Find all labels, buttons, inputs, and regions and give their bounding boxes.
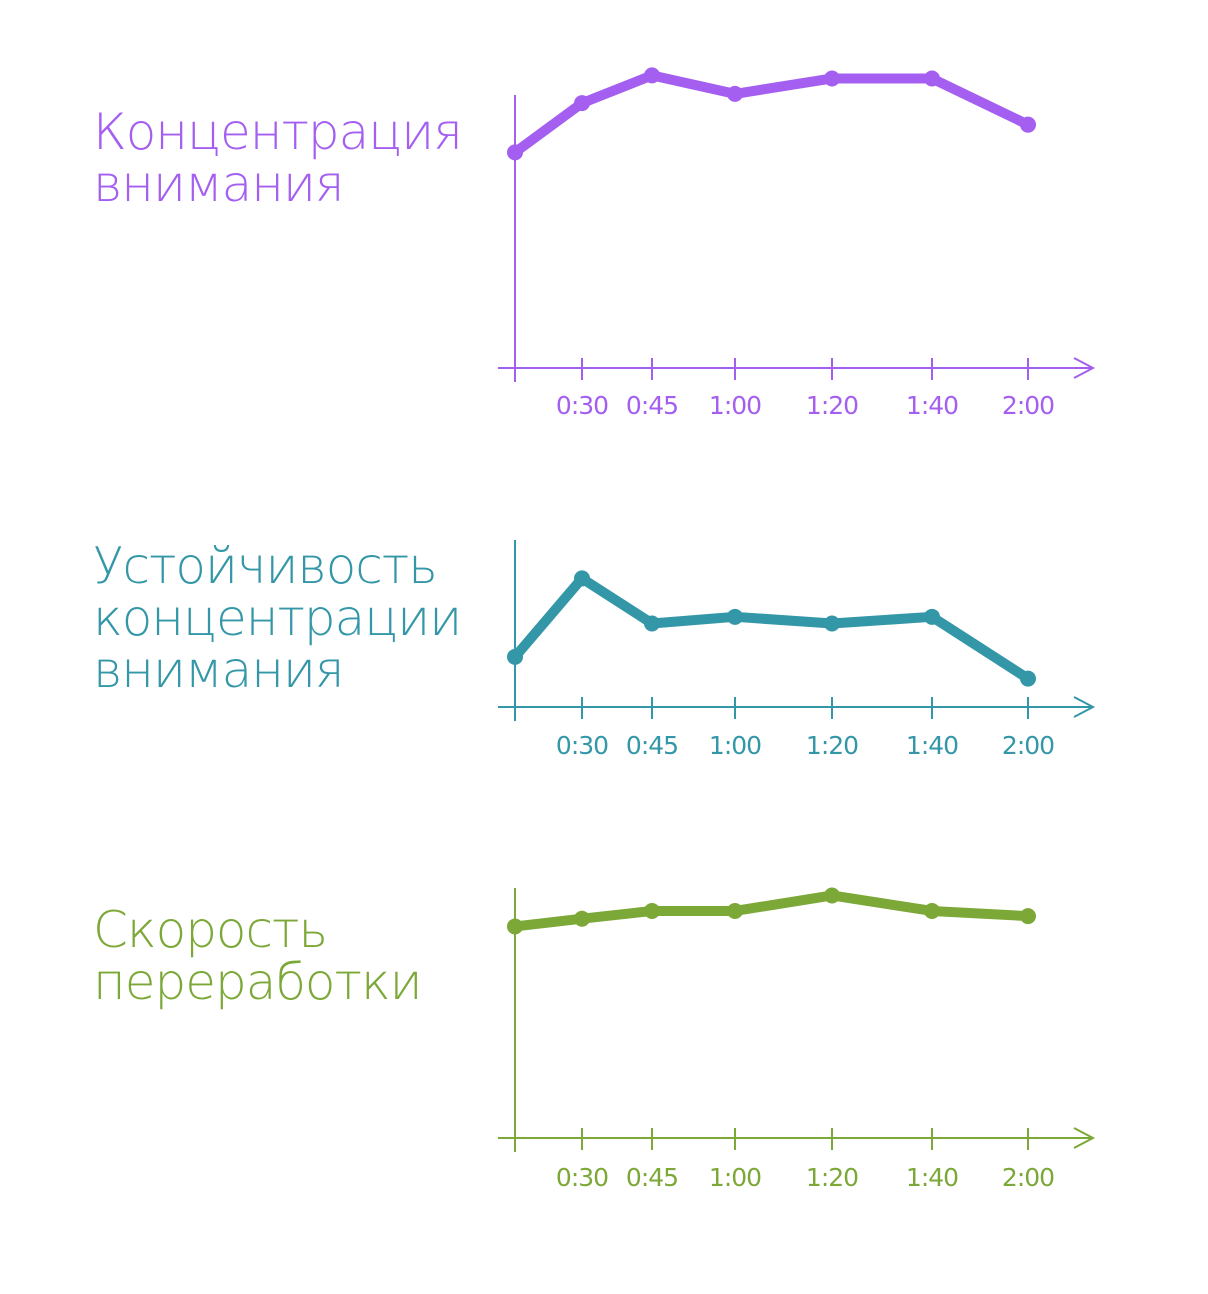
series-line [510, 573, 1033, 684]
chart-title-line: внимания [93, 155, 344, 213]
x-tick-label: 1:40 [906, 731, 958, 760]
x-tick-label: 0:45 [626, 731, 678, 760]
data-point [924, 70, 940, 87]
data-point [1020, 116, 1036, 133]
x-tick-label: 1:00 [709, 731, 761, 760]
data-point [507, 648, 523, 665]
series-line [510, 70, 1033, 158]
chart-title: Концентрация внимания [93, 103, 463, 213]
x-tick-label: 0:45 [626, 391, 678, 420]
x-tick-label: 0:45 [626, 1163, 678, 1192]
series-line [510, 890, 1033, 932]
chart-title: Устойчивость концентрации внимания [93, 537, 462, 699]
data-point [644, 67, 660, 84]
data-point [574, 95, 590, 112]
chart-group: 0:30 0:45 1:00 1:20 1:40 2:00 [498, 540, 1096, 760]
x-tick-label: 1:20 [806, 731, 858, 760]
data-point [924, 608, 940, 625]
chart-title-line: переработки [93, 953, 423, 1011]
x-axis-arrow [1073, 357, 1096, 379]
x-tick-label: 2:00 [1002, 731, 1054, 760]
chart-title-line: концентрации [93, 589, 462, 647]
data-point [727, 902, 743, 919]
data-point [644, 902, 660, 919]
data-point [924, 902, 940, 919]
chart-title-line: Устойчивость [93, 537, 438, 595]
x-tick-label: 2:00 [1002, 1163, 1054, 1192]
x-tick-label: 2:00 [1002, 391, 1054, 420]
chart-title-line: внимания [93, 641, 345, 699]
data-point [824, 70, 840, 87]
x-tick-label: 0:30 [556, 1163, 608, 1192]
x-tick-label: 0:30 [556, 391, 608, 420]
chart-group: 0:30 0:45 1:00 1:20 1:40 2:00 [498, 887, 1096, 1192]
x-tick-label: 0:30 [556, 731, 608, 760]
x-axis-arrow [1073, 696, 1096, 718]
data-point [1020, 670, 1036, 687]
data-point [824, 615, 840, 632]
x-tick-label: 1:40 [906, 391, 958, 420]
x-axis-arrow [1073, 1127, 1096, 1149]
x-tick-label: 1:40 [906, 1163, 958, 1192]
data-point [574, 910, 590, 927]
chart-title-line: Скорость [93, 901, 328, 959]
data-point [727, 85, 743, 102]
x-tick-label: 1:00 [709, 391, 761, 420]
chart-title: Скорость переработки [93, 901, 423, 1011]
data-point [727, 608, 743, 625]
x-tick-label: 1:20 [806, 1163, 858, 1192]
data-point [824, 887, 840, 904]
chart-group: 0:30 0:45 1:00 1:20 1:40 2:00 [498, 67, 1096, 420]
chart-title-line: Концентрация [93, 103, 463, 161]
x-tick-label: 1:20 [806, 391, 858, 420]
data-point [507, 918, 523, 935]
data-point [644, 615, 660, 632]
data-point [1020, 908, 1036, 925]
data-point [574, 570, 590, 587]
data-point [507, 144, 523, 161]
x-tick-label: 1:00 [709, 1163, 761, 1192]
